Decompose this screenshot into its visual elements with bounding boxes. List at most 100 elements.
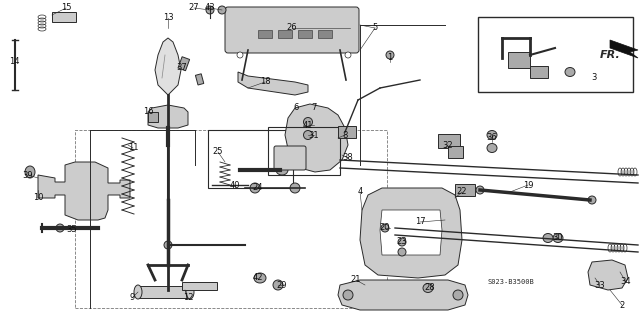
Bar [258,30,272,38]
Bar [455,184,475,196]
Ellipse shape [565,68,575,77]
Ellipse shape [398,248,406,256]
Text: 41: 41 [303,121,313,130]
Text: 19: 19 [523,181,533,189]
Bar [75,130,387,308]
Text: 3: 3 [591,73,596,83]
Text: 1: 1 [387,54,392,63]
Bar [182,282,217,290]
Ellipse shape [553,234,563,242]
Text: 34: 34 [621,278,631,286]
Text: 13: 13 [163,13,173,23]
Ellipse shape [273,280,283,290]
Bar [278,30,292,38]
Text: S023-B3500B: S023-B3500B [488,279,535,285]
Text: 8: 8 [342,130,348,139]
Bar [178,57,189,71]
Bar [138,286,190,298]
Text: 22: 22 [457,188,467,197]
Ellipse shape [25,166,35,178]
Text: 5: 5 [372,24,378,33]
Bar [508,52,530,68]
Ellipse shape [276,165,288,175]
Text: 37: 37 [177,63,188,72]
Ellipse shape [398,238,406,246]
Text: 30: 30 [553,234,563,242]
Ellipse shape [56,224,64,232]
Bar [148,112,158,122]
Bar [52,12,76,22]
Ellipse shape [237,52,243,58]
Text: 14: 14 [9,57,19,66]
Ellipse shape [303,130,312,139]
FancyBboxPatch shape [225,7,359,53]
Ellipse shape [218,6,226,14]
Text: 21: 21 [351,276,361,285]
Text: 15: 15 [61,4,71,12]
Text: 7: 7 [311,103,317,113]
Bar [268,127,340,175]
Text: 17: 17 [415,218,426,226]
Ellipse shape [186,285,194,299]
Text: 10: 10 [33,194,44,203]
Ellipse shape [250,183,260,193]
Ellipse shape [164,241,172,249]
Ellipse shape [423,284,433,293]
Text: 35: 35 [67,226,77,234]
Text: 27: 27 [189,4,199,12]
Ellipse shape [543,234,553,242]
Text: 9: 9 [129,293,134,302]
Bar [438,134,460,148]
Bar [338,126,356,138]
Text: 43: 43 [205,4,215,12]
Text: 28: 28 [425,284,435,293]
Polygon shape [285,104,348,172]
Bar [448,146,463,158]
Text: 18: 18 [260,78,270,86]
Bar [318,30,332,38]
Text: 11: 11 [128,144,138,152]
Text: 23: 23 [397,238,407,247]
Text: 39: 39 [22,170,33,180]
Polygon shape [360,188,462,278]
Ellipse shape [588,196,596,204]
Text: 42: 42 [253,273,263,283]
Text: 24: 24 [253,183,263,192]
Ellipse shape [254,273,266,283]
Ellipse shape [290,183,300,193]
Text: 12: 12 [183,293,193,302]
Text: 32: 32 [443,140,453,150]
Text: 20: 20 [380,224,390,233]
Ellipse shape [453,290,463,300]
Text: 16: 16 [143,108,154,116]
FancyBboxPatch shape [274,146,306,170]
Ellipse shape [381,224,389,232]
Bar [195,74,204,85]
Bar [208,130,293,188]
Ellipse shape [134,285,142,299]
Text: 40: 40 [230,181,240,189]
Ellipse shape [303,117,312,127]
Text: 2: 2 [620,300,625,309]
Text: FR.: FR. [600,50,621,60]
Polygon shape [610,40,638,58]
Text: 25: 25 [212,147,223,157]
Polygon shape [148,105,188,128]
Text: 38: 38 [342,153,353,162]
Polygon shape [588,260,628,290]
Text: 6: 6 [293,103,299,113]
Polygon shape [380,210,442,255]
Ellipse shape [345,52,351,58]
Ellipse shape [386,51,394,59]
Bar [530,66,548,78]
Ellipse shape [487,130,497,139]
Polygon shape [38,162,130,220]
Text: 26: 26 [287,24,298,33]
Ellipse shape [476,186,484,194]
Polygon shape [238,72,308,95]
Text: 33: 33 [595,280,605,290]
Text: 4: 4 [357,188,363,197]
Ellipse shape [487,144,497,152]
Ellipse shape [343,290,353,300]
Text: 31: 31 [308,130,319,139]
